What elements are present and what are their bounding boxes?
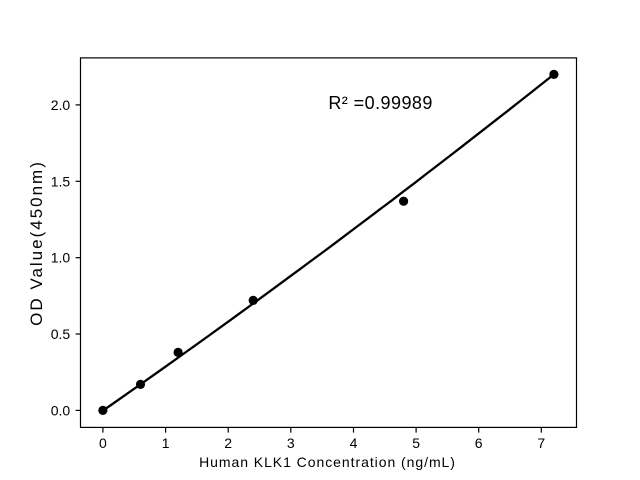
svg-text:7: 7 <box>537 435 545 451</box>
svg-text:3: 3 <box>287 435 295 451</box>
svg-text:1.0: 1.0 <box>51 250 71 266</box>
svg-text:0: 0 <box>99 435 107 451</box>
svg-text:2.0: 2.0 <box>51 97 71 113</box>
svg-text:Human KLK1 Concentration (ng/m: Human KLK1 Concentration (ng/mL) <box>199 454 456 470</box>
svg-text:4: 4 <box>350 435 358 451</box>
svg-text:1: 1 <box>162 435 170 451</box>
svg-text:OD Value(450nm): OD Value(450nm) <box>27 160 46 326</box>
svg-text:2: 2 <box>224 435 232 451</box>
svg-text:0.5: 0.5 <box>51 326 71 342</box>
svg-text:5: 5 <box>412 435 420 451</box>
svg-text:1.5: 1.5 <box>51 173 71 189</box>
svg-text:0.0: 0.0 <box>51 402 71 418</box>
svg-text:6: 6 <box>475 435 483 451</box>
svg-text:R² =0.99989: R² =0.99989 <box>328 93 433 113</box>
